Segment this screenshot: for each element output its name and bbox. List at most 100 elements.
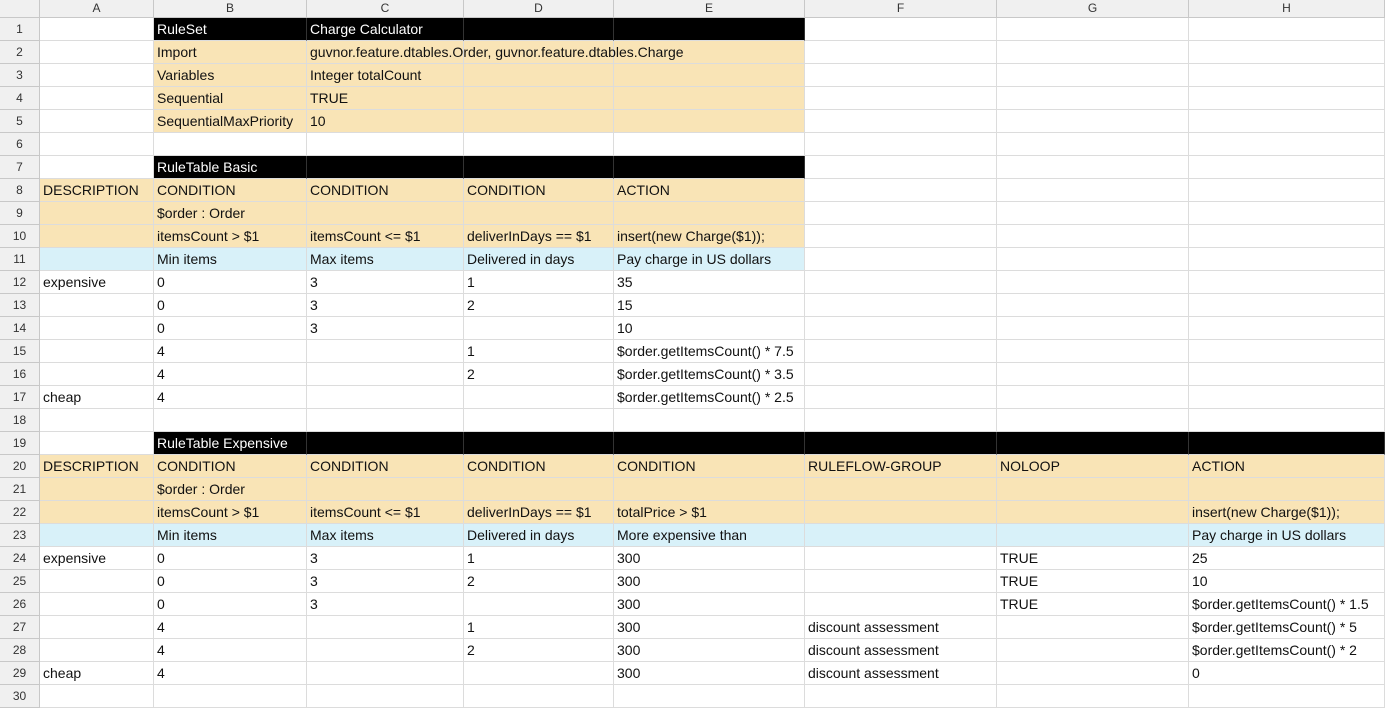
cell-E22[interactable]: totalPrice > $1: [614, 501, 805, 524]
cell-B14[interactable]: 0: [154, 317, 307, 340]
row-header[interactable]: 2: [0, 41, 40, 64]
cell-G9[interactable]: [997, 202, 1189, 225]
row-header[interactable]: 16: [0, 363, 40, 386]
cell-G30[interactable]: [997, 685, 1189, 708]
column-header-G[interactable]: G: [997, 0, 1189, 17]
cell-D6[interactable]: [464, 133, 614, 156]
cell-G7[interactable]: [997, 156, 1189, 179]
cell-C9[interactable]: [307, 202, 464, 225]
row-header[interactable]: 20: [0, 455, 40, 478]
cell-B27[interactable]: 4: [154, 616, 307, 639]
cell-E27[interactable]: 300: [614, 616, 805, 639]
cell-C21[interactable]: [307, 478, 464, 501]
cell-H25[interactable]: 10: [1189, 570, 1385, 593]
cell-C8[interactable]: CONDITION: [307, 179, 464, 202]
cell-B7[interactable]: RuleTable Basic: [154, 156, 307, 179]
cell-H4[interactable]: [1189, 87, 1385, 110]
cell-B1[interactable]: RuleSet: [154, 18, 307, 41]
row-header[interactable]: 19: [0, 432, 40, 455]
cell-E9[interactable]: [614, 202, 805, 225]
row-header[interactable]: 26: [0, 593, 40, 616]
cell-C26[interactable]: 3: [307, 593, 464, 616]
cell-B25[interactable]: 0: [154, 570, 307, 593]
row-header[interactable]: 3: [0, 64, 40, 87]
cell-B8[interactable]: CONDITION: [154, 179, 307, 202]
cell-D17[interactable]: [464, 386, 614, 409]
cell-D16[interactable]: 2: [464, 363, 614, 386]
cell-D11[interactable]: Delivered in days: [464, 248, 614, 271]
cell-F4[interactable]: [805, 87, 997, 110]
cell-D25[interactable]: 2: [464, 570, 614, 593]
cell-F15[interactable]: [805, 340, 997, 363]
cell-H1[interactable]: [1189, 18, 1385, 41]
cell-C15[interactable]: [307, 340, 464, 363]
cell-D26[interactable]: [464, 593, 614, 616]
row-header[interactable]: 7: [0, 156, 40, 179]
cell-G15[interactable]: [997, 340, 1189, 363]
cell-A10[interactable]: [40, 225, 154, 248]
row-header[interactable]: 8: [0, 179, 40, 202]
cell-E8[interactable]: ACTION: [614, 179, 805, 202]
cell-F7[interactable]: [805, 156, 997, 179]
cell-D24[interactable]: 1: [464, 547, 614, 570]
row-header[interactable]: 27: [0, 616, 40, 639]
cell-B10[interactable]: itemsCount > $1: [154, 225, 307, 248]
cell-A14[interactable]: [40, 317, 154, 340]
cell-E11[interactable]: Pay charge in US dollars: [614, 248, 805, 271]
cell-H8[interactable]: [1189, 179, 1385, 202]
cell-F3[interactable]: [805, 64, 997, 87]
cell-D28[interactable]: 2: [464, 639, 614, 662]
cell-D30[interactable]: [464, 685, 614, 708]
row-header[interactable]: 24: [0, 547, 40, 570]
cell-E16[interactable]: $order.getItemsCount() * 3.5: [614, 363, 805, 386]
cell-C5[interactable]: 10: [307, 110, 464, 133]
cell-C28[interactable]: [307, 639, 464, 662]
cell-H10[interactable]: [1189, 225, 1385, 248]
cell-H21[interactable]: [1189, 478, 1385, 501]
cell-F5[interactable]: [805, 110, 997, 133]
cell-A9[interactable]: [40, 202, 154, 225]
cell-E1[interactable]: [614, 18, 805, 41]
cell-B5[interactable]: SequentialMaxPriority: [154, 110, 307, 133]
cell-F9[interactable]: [805, 202, 997, 225]
cell-B23[interactable]: Min items: [154, 524, 307, 547]
cell-C11[interactable]: Max items: [307, 248, 464, 271]
cell-C22[interactable]: itemsCount <= $1: [307, 501, 464, 524]
cell-A21[interactable]: [40, 478, 154, 501]
cell-B4[interactable]: Sequential: [154, 87, 307, 110]
cell-H14[interactable]: [1189, 317, 1385, 340]
cell-B3[interactable]: Variables: [154, 64, 307, 87]
cell-E23[interactable]: More expensive than: [614, 524, 805, 547]
row-header[interactable]: 18: [0, 409, 40, 432]
cell-E30[interactable]: [614, 685, 805, 708]
row-header[interactable]: 23: [0, 524, 40, 547]
cell-F24[interactable]: [805, 547, 997, 570]
cell-C23[interactable]: Max items: [307, 524, 464, 547]
cell-F30[interactable]: [805, 685, 997, 708]
row-header[interactable]: 10: [0, 225, 40, 248]
cell-C19[interactable]: [307, 432, 464, 455]
cell-F23[interactable]: [805, 524, 997, 547]
row-header[interactable]: 5: [0, 110, 40, 133]
cell-C7[interactable]: [307, 156, 464, 179]
cell-E29[interactable]: 300: [614, 662, 805, 685]
cell-G17[interactable]: [997, 386, 1189, 409]
cell-G16[interactable]: [997, 363, 1189, 386]
cell-C1[interactable]: Charge Calculator: [307, 18, 464, 41]
cell-H30[interactable]: [1189, 685, 1385, 708]
cell-H11[interactable]: [1189, 248, 1385, 271]
column-header-D[interactable]: D: [464, 0, 614, 17]
cell-E19[interactable]: [614, 432, 805, 455]
row-header[interactable]: 9: [0, 202, 40, 225]
cell-A22[interactable]: [40, 501, 154, 524]
row-header[interactable]: 13: [0, 294, 40, 317]
cell-G24[interactable]: TRUE: [997, 547, 1189, 570]
cell-B12[interactable]: 0: [154, 271, 307, 294]
cell-G13[interactable]: [997, 294, 1189, 317]
cell-A18[interactable]: [40, 409, 154, 432]
cell-E5[interactable]: [614, 110, 805, 133]
cell-D8[interactable]: CONDITION: [464, 179, 614, 202]
cell-H20[interactable]: ACTION: [1189, 455, 1385, 478]
cell-A29[interactable]: cheap: [40, 662, 154, 685]
cell-A17[interactable]: cheap: [40, 386, 154, 409]
